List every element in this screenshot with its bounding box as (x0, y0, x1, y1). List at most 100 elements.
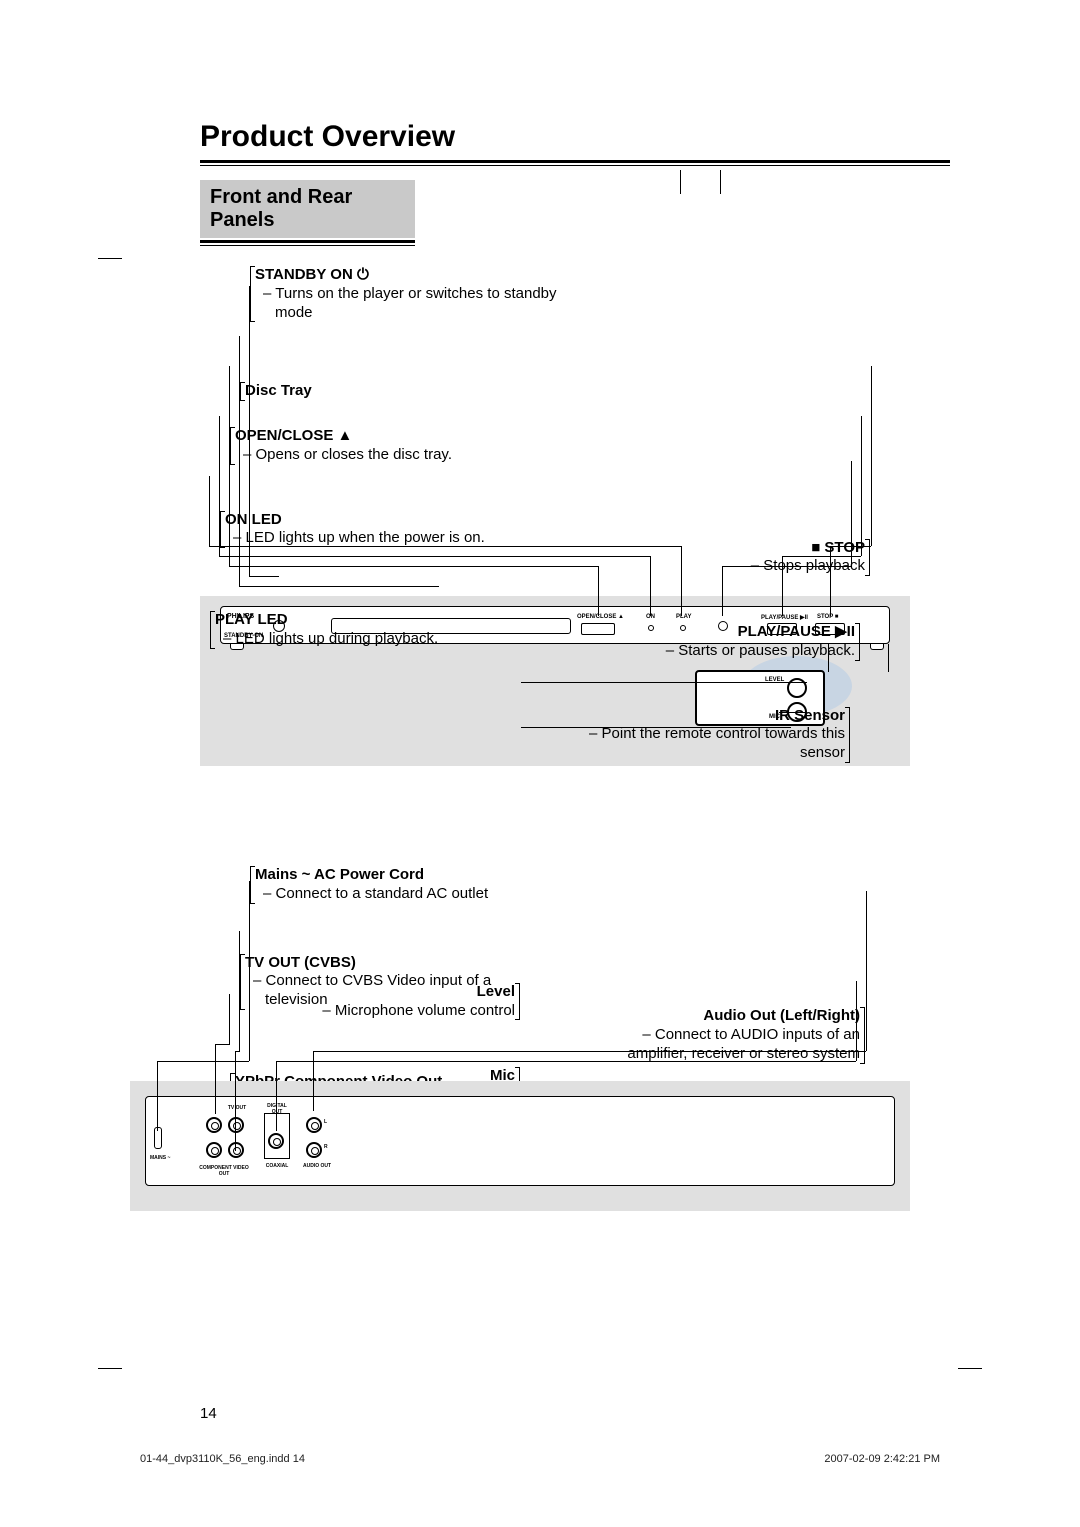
lead (239, 586, 439, 587)
callout-head: IR Sensor (775, 707, 845, 724)
callout-onled: ON LED LED lights up when the power is o… (220, 511, 540, 549)
crop-mark (98, 1368, 122, 1369)
callout-head: ON LED (225, 511, 282, 528)
page-number: 14 (200, 1405, 217, 1422)
callout-desc: Point the remote control towards this se… (589, 725, 845, 761)
digital-label: DIGITAL OUT (262, 1103, 292, 1115)
lead (851, 461, 852, 566)
lead (229, 366, 230, 566)
callout-head: Audio Out (Left/Right) (703, 1007, 860, 1024)
stop-label: STOP ■ (817, 614, 838, 620)
lead (871, 366, 872, 546)
tvout-label: TV OUT (226, 1105, 248, 1111)
callout-head: Disc Tray (245, 382, 312, 399)
callout-playpause: PLAY/PAUSE ▶II Starts or pauses playback… (585, 623, 860, 661)
rule (200, 165, 950, 166)
callout-desc: LED lights up during playback. (215, 630, 530, 649)
crop-mark (958, 1368, 982, 1369)
rear-panel-figure: Mains ~ AC Power Cord Connect to a stand… (130, 866, 910, 1236)
lead (722, 566, 851, 567)
lead (866, 891, 867, 1051)
lead (313, 1051, 866, 1052)
lead (861, 416, 862, 556)
callout-head: PLAY LED (215, 611, 288, 628)
rule (200, 240, 415, 243)
lead (235, 1051, 236, 1151)
rca-y (206, 1117, 222, 1133)
mains-cord (154, 1127, 162, 1149)
callout-desc: Turns on the player or switches to stand… (255, 285, 570, 323)
lead (157, 1061, 158, 1131)
coax-label: COAXIAL (262, 1163, 292, 1169)
footer-right: 2007-02-09 2:42:21 PM (824, 1453, 940, 1465)
page-content: Product Overview Front and Rear Panels P… (130, 120, 950, 1236)
lead (215, 1044, 230, 1045)
callout-desc: Connect to a standard AC outlet (255, 885, 560, 904)
callout-head: PLAY/PAUSE (738, 623, 831, 640)
lead (249, 576, 279, 577)
front-panel-figure: PHILIPS STANDBY-ON OPEN/CLOSE ▲ ON PLAY … (200, 266, 910, 776)
callout-head: Mains ~ AC Power Cord (255, 866, 424, 883)
lead (276, 1061, 856, 1062)
callout-tvout: TV OUT (CVBS) Connect to CVBS Video inpu… (240, 954, 540, 1010)
callout-desc: Opens or closes the disc tray. (235, 446, 550, 465)
rule (200, 245, 415, 246)
callout-head: TV OUT (CVBS) (245, 954, 356, 971)
callout-irsensor: IR Sensor Point the remote control towar… (550, 707, 850, 763)
callout-disctray: Disc Tray (240, 382, 560, 401)
page-title: Product Overview (200, 120, 950, 154)
play-label: PLAY (676, 614, 691, 620)
lead (215, 1044, 216, 1114)
ypbpr-label: COMPONENT VIDEO OUT (194, 1165, 254, 1177)
lead (521, 727, 791, 728)
lead (598, 566, 599, 616)
device-foot (870, 644, 884, 650)
callout-audioout: Audio Out (Left/Right) Connect to AUDIO … (585, 1007, 865, 1063)
lead (219, 556, 651, 557)
lead (313, 1051, 314, 1111)
rca-left (306, 1117, 322, 1133)
playpause-icon: ▶II (835, 623, 855, 640)
rca-pr (206, 1142, 222, 1158)
lead (276, 1061, 277, 1131)
rca-right (306, 1142, 322, 1158)
lead (219, 416, 220, 556)
callout-standby: STANDBY ON ⏻ Turns on the player or swit… (250, 266, 570, 322)
device-rear: MAINS ~ TV OUT COMPONENT VIDEO OUT DIGIT… (145, 1096, 895, 1186)
rule (200, 160, 950, 163)
eject-icon: ▲ (338, 427, 353, 444)
level-knob (787, 678, 807, 698)
crop-mark (98, 258, 122, 259)
zoom-lead (888, 644, 889, 672)
openclose-label: OPEN/CLOSE ▲ (577, 614, 624, 620)
playpause-label: PLAY/PAUSE ▶II (761, 614, 808, 621)
lead (239, 336, 240, 586)
lead (229, 994, 230, 1044)
lead (229, 566, 599, 567)
callout-desc: Connect to CVBS Video input of a televis… (245, 972, 540, 1010)
rca-pb (228, 1117, 244, 1133)
footer-left: 01-44_dvp3110K_56_eng.indd 14 (140, 1453, 305, 1465)
callout-playled: PLAY LED LED lights up during playback. (210, 611, 530, 649)
power-icon: ⏻ (357, 266, 369, 283)
callout-head: STANDBY ON (255, 266, 353, 283)
lead (521, 682, 791, 683)
lead (856, 981, 857, 1061)
rca-cvbs (228, 1142, 244, 1158)
callout-desc: Starts or pauses playback. (666, 642, 855, 659)
lead (782, 556, 783, 616)
stop-icon: ■ (811, 539, 820, 556)
lead (249, 286, 250, 576)
callout-desc: Connect to AUDIO inputs of an amplifier,… (627, 1026, 860, 1062)
lead (239, 931, 240, 1051)
callout-mains: Mains ~ AC Power Cord Connect to a stand… (250, 866, 560, 904)
l-label: L (324, 1119, 327, 1125)
lead (209, 476, 210, 546)
callout-openclose: OPEN/CLOSE ▲ Opens or closes the disc tr… (230, 427, 550, 465)
mains-label: MAINS ~ (150, 1155, 170, 1161)
r-label: R (324, 1144, 328, 1150)
lead (782, 556, 861, 557)
rca-coax (268, 1133, 284, 1149)
section-subtitle: Front and Rear Panels (200, 180, 415, 238)
audio-label: AUDIO OUT (301, 1163, 333, 1169)
